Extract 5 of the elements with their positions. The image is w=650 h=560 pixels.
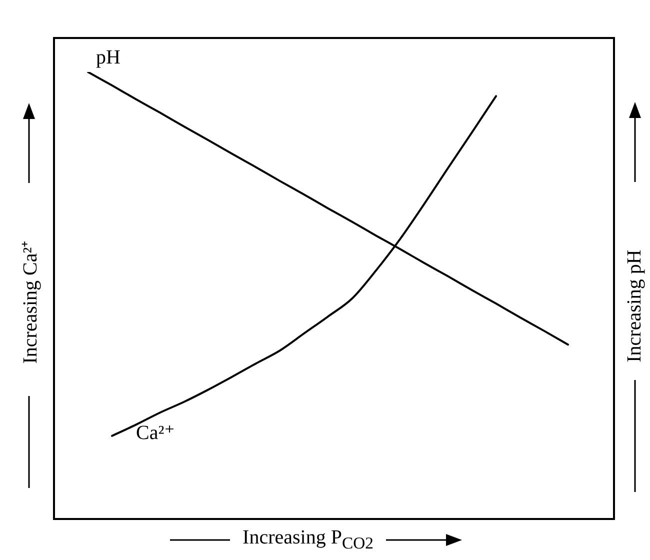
y-axis-title: Increasing Ca²⁺ <box>18 240 42 364</box>
y2-axis-title: Increasing pH <box>624 250 646 362</box>
x-axis-title: Increasing P$_{CO2}$ <box>242 526 374 554</box>
series-label: Ca²⁺ <box>136 422 175 444</box>
series-label: pH <box>96 46 120 68</box>
